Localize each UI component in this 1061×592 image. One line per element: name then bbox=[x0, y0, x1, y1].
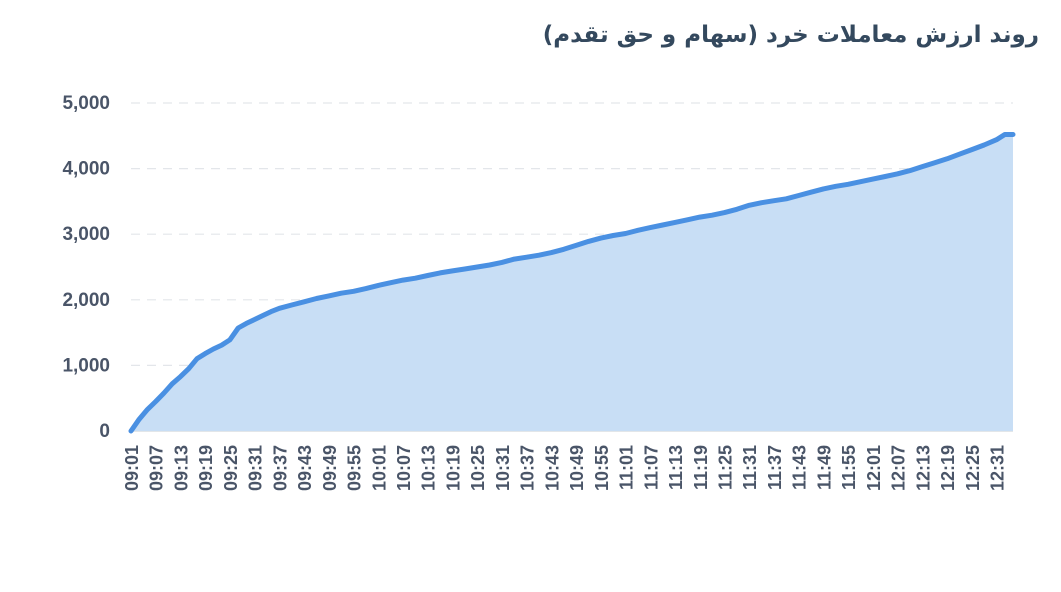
y-tick-label: 4,000 bbox=[62, 159, 110, 180]
y-tick-label: 2,000 bbox=[62, 290, 110, 311]
chart-title: روند ارزش معاملات خرد (سهام و حق تقدم) bbox=[542, 22, 1039, 48]
area-fill bbox=[131, 134, 1013, 431]
x-tick-label: 09:43 bbox=[295, 445, 315, 491]
x-tick-label: 12:19 bbox=[938, 445, 958, 491]
x-tick-label: 11:55 bbox=[839, 445, 859, 490]
x-tick-label: 09:01 bbox=[122, 445, 142, 491]
x-tick-label: 09:49 bbox=[320, 445, 340, 491]
x-tick-label: 11:43 bbox=[790, 445, 810, 490]
x-tick-label: 11:31 bbox=[740, 445, 760, 490]
x-tick-label: 11:07 bbox=[641, 445, 661, 490]
x-tick-label: 10:07 bbox=[394, 445, 414, 491]
y-tick-label: 0 bbox=[99, 421, 110, 442]
x-tick-label: 12:25 bbox=[963, 445, 983, 491]
series-area bbox=[128, 132, 1016, 434]
x-tick-label: 09:31 bbox=[246, 445, 266, 491]
x-tick-label: 11:19 bbox=[691, 445, 711, 490]
x-tick-label: 11:37 bbox=[765, 445, 785, 490]
x-tick-label: 10:49 bbox=[567, 445, 587, 491]
x-tick-label: 11:49 bbox=[814, 445, 834, 490]
y-tick-label: 3,000 bbox=[62, 224, 110, 245]
x-tick-label: 10:43 bbox=[542, 445, 562, 491]
x-tick-label: 11:13 bbox=[666, 445, 686, 490]
x-tick-label: 10:19 bbox=[444, 445, 464, 491]
x-tick-label: 09:25 bbox=[221, 445, 241, 491]
x-tick-label: 09:13 bbox=[172, 445, 192, 491]
x-axis: 09:01 09:07 09:13 09:19 09:25 09:31 09:37 09:43… bbox=[122, 445, 1008, 491]
x-tick-label: 12:07 bbox=[889, 445, 909, 491]
x-tick-label: 11:25 bbox=[716, 445, 736, 490]
series-line bbox=[128, 132, 1016, 434]
x-tick-label: 10:13 bbox=[419, 445, 439, 491]
y-tick-label: 5,000 bbox=[62, 93, 110, 114]
y-axis: 0 1,000 2,000 3,000 4,000 5,000 bbox=[62, 93, 110, 442]
x-tick-label: 10:37 bbox=[518, 445, 538, 491]
x-tick-label: 10:31 bbox=[493, 445, 513, 491]
x-tick-label: 10:01 bbox=[369, 445, 389, 491]
x-tick-label: 09:07 bbox=[147, 445, 167, 491]
x-tick-label: 09:55 bbox=[345, 445, 365, 491]
x-tick-label: 12:31 bbox=[988, 445, 1008, 491]
x-tick-label: 12:13 bbox=[913, 445, 933, 491]
x-tick-label: 10:25 bbox=[468, 445, 488, 491]
x-tick-label: 11:01 bbox=[617, 445, 637, 490]
x-tick-label: 12:01 bbox=[864, 445, 884, 491]
x-tick-label: 10:55 bbox=[592, 445, 612, 491]
x-tick-label: 09:37 bbox=[270, 445, 290, 491]
y-tick-label: 1,000 bbox=[62, 355, 110, 376]
x-tick-label: 09:19 bbox=[196, 445, 216, 491]
